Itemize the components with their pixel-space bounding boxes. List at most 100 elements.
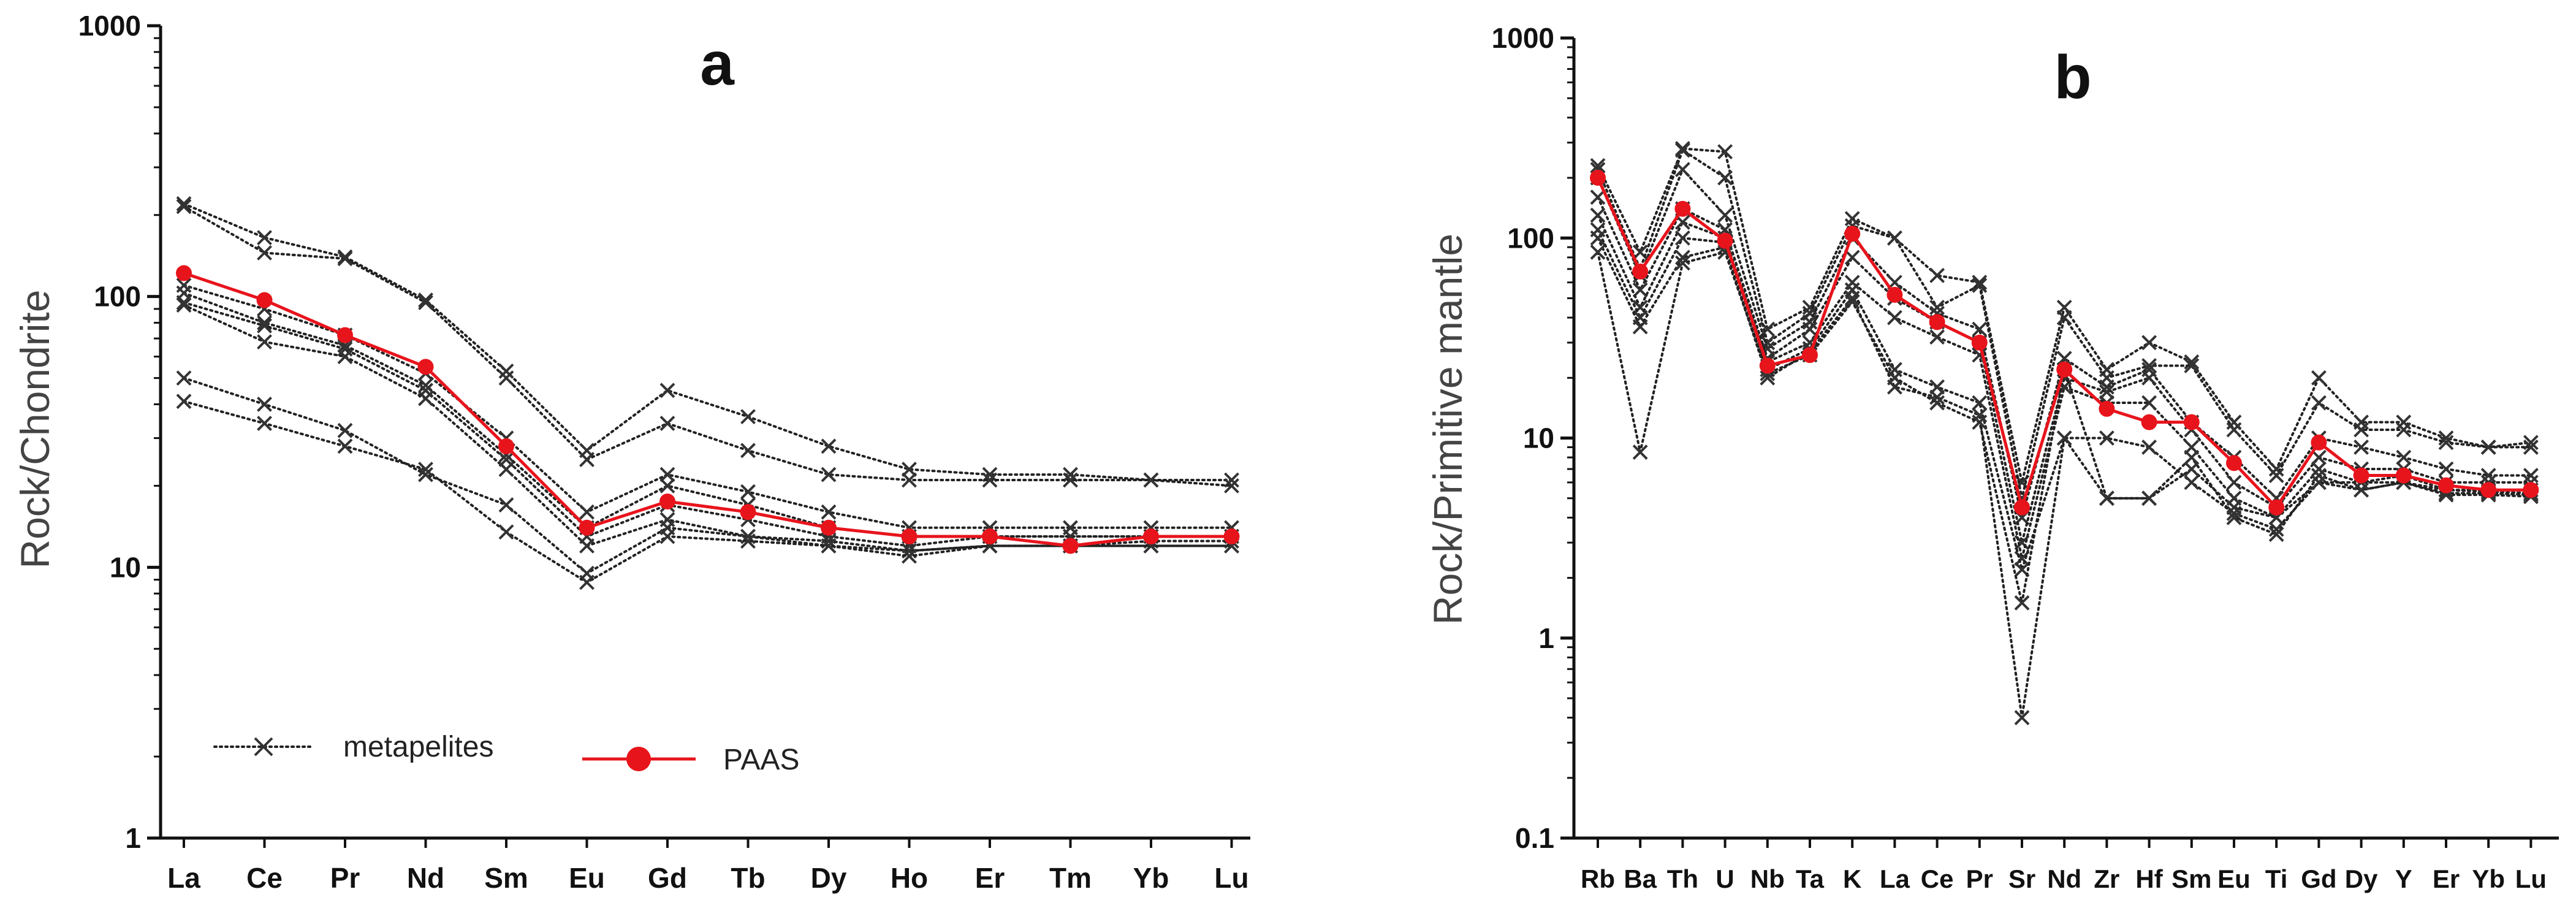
metapelite-data-point xyxy=(2099,490,2114,506)
y-axis-label: Rock/Primitive mantle xyxy=(1425,234,1470,625)
metapelite-data-point xyxy=(2184,358,2200,373)
metapelite-data-point xyxy=(257,245,272,261)
metapelite-data-point xyxy=(1929,329,1945,345)
metapelite-data-point xyxy=(2311,468,2327,483)
metapelite-data-point xyxy=(1802,321,1818,337)
paas-data-point xyxy=(2353,467,2369,484)
metapelite-data-point xyxy=(1844,275,1860,291)
metapelite-data-point xyxy=(1674,255,1690,271)
metapelite-data-point xyxy=(982,472,998,488)
metapelite-data-point xyxy=(1717,170,1733,186)
metapelite-data-point xyxy=(498,370,514,386)
metapelite-series-line xyxy=(183,284,1233,529)
x-tick-label: Er xyxy=(2433,864,2460,893)
metapelite-data-point xyxy=(2184,475,2200,490)
metapelite-data-point xyxy=(2396,422,2412,438)
paas-data-point xyxy=(1717,232,1733,249)
metapelite-data-point xyxy=(2141,335,2157,351)
paas-data-point xyxy=(1802,347,1818,364)
metapelite-data-point xyxy=(1972,414,1988,430)
metapelite-data-point xyxy=(579,504,595,520)
metapelite-data-point xyxy=(1717,144,1733,159)
metapelite-series-line xyxy=(1597,147,2532,483)
metapelite-series-line xyxy=(1597,167,2532,518)
x-tick-label: Nb xyxy=(1750,864,1785,893)
x-tick-label: Sm xyxy=(2171,864,2211,893)
y-tick-label: 10 xyxy=(110,551,141,583)
paas-series-line xyxy=(183,272,1232,547)
metapelite-data-point xyxy=(1674,162,1690,177)
metapelite-data-point xyxy=(337,438,353,454)
metapelite-data-point xyxy=(659,478,675,494)
metapelite-data-point xyxy=(2523,468,2539,483)
metapelite-data-point xyxy=(1632,444,1648,460)
metapelite-data-point xyxy=(2184,449,2200,465)
metapelite-data-point xyxy=(1929,395,1945,411)
metapelite-data-point xyxy=(1590,158,1606,174)
metapelite-data-point xyxy=(1886,310,1902,326)
x-tick-label: Tb xyxy=(731,862,765,894)
metapelite-data-point xyxy=(1590,207,1606,223)
metapelite-data-point xyxy=(659,416,675,432)
y-tick-label: 1 xyxy=(1538,622,1554,654)
metapelite-series-line xyxy=(1597,237,2532,718)
metapelite-data-point xyxy=(418,295,433,310)
metapelite-data-point xyxy=(821,538,837,554)
paas-data-point xyxy=(256,292,273,308)
x-tick-label: Pr xyxy=(1966,864,1993,893)
x-tick-label: Yb xyxy=(1133,862,1169,894)
metapelite-data-point xyxy=(257,397,272,412)
legend-paas-label: PAAS xyxy=(723,744,800,776)
metapelite-data-point xyxy=(2480,468,2496,483)
metapelite-data-point xyxy=(1224,478,1239,494)
metapelite-data-point xyxy=(821,467,837,482)
x-tick-label: Y xyxy=(2395,864,2412,893)
metapelite-data-point xyxy=(1844,211,1860,227)
x-tick-label: Nd xyxy=(2047,864,2081,893)
metapelite-data-point xyxy=(2226,422,2242,438)
metapelite-data-point xyxy=(1929,389,1945,405)
metapelite-data-point xyxy=(337,422,353,438)
x-tick-label: U xyxy=(1715,864,1734,893)
paas-data-point xyxy=(1971,334,1988,351)
x-tick-label: Pr xyxy=(330,862,360,894)
x-tick-label: Rb xyxy=(1581,864,1615,893)
metapelite-data-point xyxy=(2014,710,2030,725)
x-tick-label: Gd xyxy=(648,862,687,894)
metapelite-series-line xyxy=(183,400,1233,584)
metapelite-data-point xyxy=(2268,527,2284,542)
panel-b-primitive-mantle-chart: 0.1 1 10 100 1000 Rb Ba Th U Nb Ta K La Ce Pr Sr Nd Zr Hf S… xyxy=(1425,22,2559,893)
metapelite-data-point xyxy=(2438,435,2454,451)
paas-data-point xyxy=(1674,200,1691,217)
panel-title: b xyxy=(2054,43,2091,112)
paas-data-point xyxy=(2438,477,2454,494)
metapelite-data-point xyxy=(1717,207,1733,223)
metapelite-data-point xyxy=(257,230,272,246)
metapelite-data-point xyxy=(2396,449,2412,465)
metapelite-data-point xyxy=(1143,472,1159,488)
metapelite-data-point xyxy=(1590,189,1606,205)
metapelite-data-point xyxy=(176,370,192,386)
metapelite-data-point xyxy=(821,504,837,520)
x-tick-label: Ce xyxy=(1921,864,1954,893)
legend: metapelites PAAS xyxy=(213,731,800,776)
y-tick-label: 1 xyxy=(125,822,141,854)
panel-a-chondrite-chart: 1 10 100 1000 La Ce Pr Nd Sm Eu Gd Tb Dy Ho Er Tm Yb Lu a R… xyxy=(12,10,1250,894)
paas-data-point xyxy=(982,528,998,545)
legend-metapelites-label: metapelites xyxy=(343,731,493,763)
x-tick-label: Eu xyxy=(569,862,605,894)
x-tick-label: Sr xyxy=(2008,864,2035,893)
x-tick-label: Zr xyxy=(2094,864,2119,893)
paas-data-point xyxy=(2226,455,2242,471)
metapelite-data-point xyxy=(2141,370,2157,386)
paas-data-point xyxy=(2183,414,2200,430)
paas-data-point xyxy=(659,493,675,509)
paas-data-point xyxy=(2311,434,2327,451)
x-tick-label: Eu xyxy=(2217,864,2251,893)
panel-title: a xyxy=(700,29,735,98)
paas-data-point xyxy=(1929,314,1945,330)
paas-data-point xyxy=(1632,263,1649,280)
metapelite-data-point xyxy=(498,524,514,540)
x-tick-label: Dy xyxy=(811,862,847,894)
metapelite-data-point xyxy=(1063,472,1078,488)
